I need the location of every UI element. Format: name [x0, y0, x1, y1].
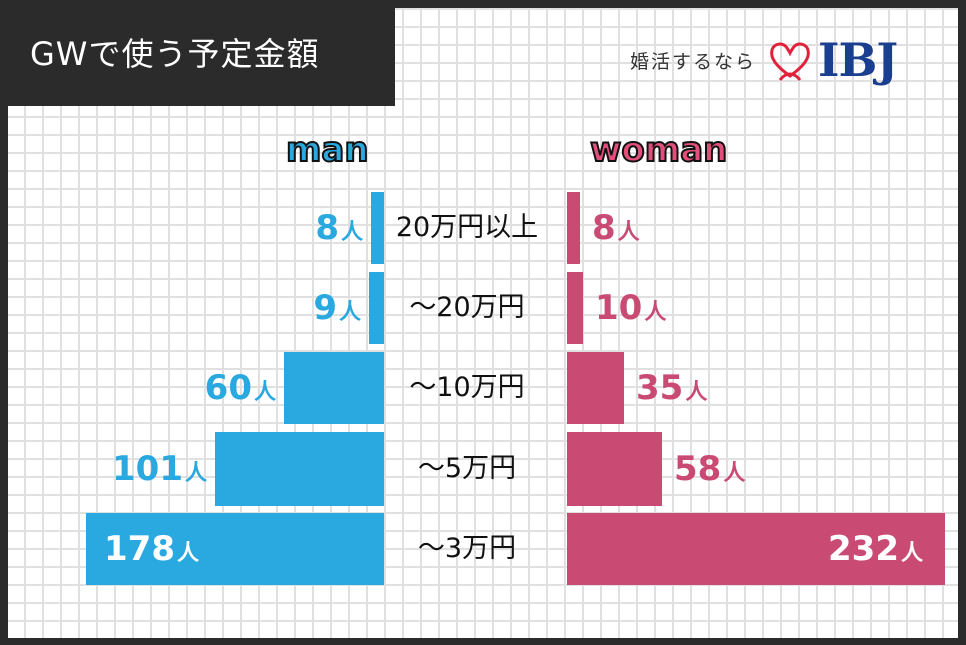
category-label-0: 20万円以上: [395, 212, 539, 243]
bar-woman-3: [567, 432, 662, 506]
logo-brand: IBJ: [818, 33, 898, 87]
data-label-woman-2: 35人: [636, 368, 708, 408]
data-label-woman-0: 8人: [592, 208, 640, 248]
title-box: GWで使う予定金額: [0, 0, 395, 106]
bar-man-0: [371, 192, 384, 264]
data-label-man-0: 8人: [315, 208, 363, 248]
chart-title: GWで使う予定金額: [30, 35, 320, 73]
category-label-3: 〜5万円: [417, 453, 517, 484]
series-label-man: man: [285, 129, 370, 171]
bar-woman-4: [567, 513, 945, 585]
bar-woman-1: [567, 272, 583, 344]
data-label-woman-4: 232人: [828, 529, 923, 569]
bar-woman-0: [567, 192, 580, 264]
series-label-woman: woman: [589, 129, 728, 171]
bar-man-4: [86, 513, 384, 585]
category-label-2: 〜10万円: [409, 372, 525, 403]
heart-icon: [770, 42, 810, 81]
bar-man-1: [369, 272, 384, 344]
category-label-4: 〜3万円: [417, 533, 517, 564]
bar-man-3: [215, 432, 384, 506]
bar-man-2: [284, 352, 384, 424]
data-label-woman-3: 58人: [674, 449, 746, 489]
data-label-man-4: 178人: [104, 529, 199, 569]
bar-woman-2: [567, 352, 624, 424]
data-label-man-1: 9人: [313, 288, 361, 328]
logo-subtitle: 婚活するなら: [630, 50, 757, 73]
data-label-woman-1: 10人: [595, 288, 667, 328]
category-label-1: 〜20万円: [409, 292, 525, 323]
data-label-man-3: 101人: [112, 449, 207, 489]
brand-logo: 婚活するなら IBJ: [630, 30, 898, 90]
data-label-man-2: 60人: [204, 368, 276, 408]
